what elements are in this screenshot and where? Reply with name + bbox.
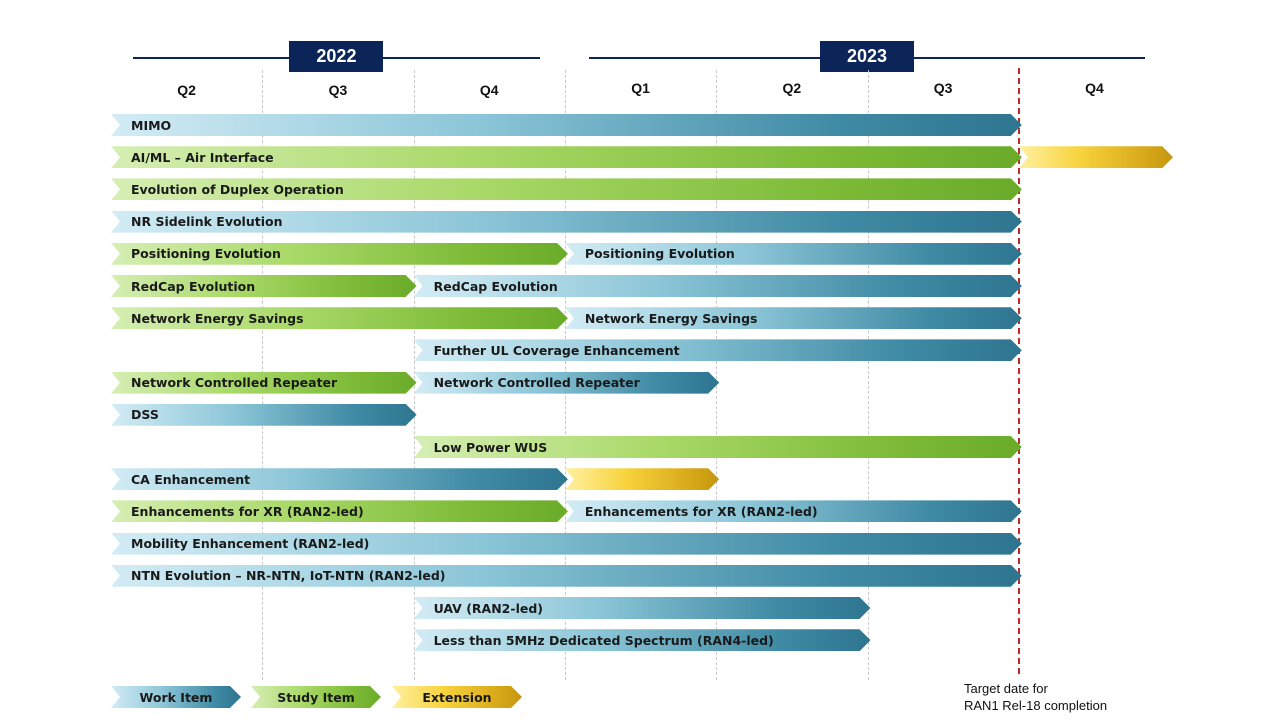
study-item-bar: Evolution of Duplex Operation <box>111 178 1022 200</box>
bar-label: Network Controlled Repeater <box>433 375 640 391</box>
bar-label: CA Enhancement <box>131 471 251 487</box>
work-item-bar: DSS <box>111 404 417 426</box>
bar-label: Further UL Coverage Enhancement <box>433 342 680 358</box>
legend-study-item-bar: Study Item <box>251 686 381 708</box>
work-item-bar: Mobility Enhancement (RAN2-led) <box>111 533 1022 555</box>
extension-bar <box>1019 146 1173 168</box>
target-date-note: Target date for RAN1 Rel-18 completion <box>964 680 1107 714</box>
study-item-bar: Network Controlled Repeater <box>111 372 417 394</box>
work-item-bar: NR Sidelink Evolution <box>111 211 1022 233</box>
study-item-bar: RedCap Evolution <box>111 275 417 297</box>
work-item-bar: RedCap Evolution <box>414 275 1022 297</box>
target-note-line-2: RAN1 Rel-18 completion <box>964 698 1108 713</box>
bar-label: RedCap Evolution <box>433 278 558 294</box>
legend-label: Extension <box>422 689 492 705</box>
work-item-bar: Less than 5MHz Dedicated Spectrum (RAN4-… <box>414 629 871 651</box>
quarter-divider <box>867 70 869 680</box>
quarter-label: Q2 <box>782 80 802 96</box>
year-label: 2023 <box>820 41 914 72</box>
work-item-bar: Further UL Coverage Enhancement <box>414 339 1022 361</box>
quarter-label: Q1 <box>631 80 650 96</box>
bar-label: Positioning Evolution <box>131 246 281 262</box>
bar-label: NTN Evolution – NR-NTN, IoT-NTN (RAN2-le… <box>131 568 446 584</box>
bar-label: MIMO <box>131 117 172 133</box>
work-item-bar: CA Enhancement <box>111 468 568 490</box>
quarter-label: Q3 <box>933 80 953 96</box>
bar-label: Enhancements for XR (RAN2-led) <box>584 503 818 519</box>
quarter-divider <box>716 70 718 680</box>
bar-label: UAV (RAN2-led) <box>433 600 543 616</box>
bar-label: Network Controlled Repeater <box>131 375 338 391</box>
quarter-label: Q4 <box>479 82 499 98</box>
bar-label: Network Energy Savings <box>584 310 758 326</box>
bar-label: Mobility Enhancement (RAN2-led) <box>131 536 370 552</box>
extension-bar <box>565 468 719 490</box>
quarter-label: Q4 <box>1085 80 1104 96</box>
quarter-divider <box>413 70 415 680</box>
bar-label: Low Power WUS <box>433 439 548 455</box>
bar-label: Network Energy Savings <box>131 310 304 326</box>
work-item-bar: Positioning Evolution <box>565 243 1022 265</box>
study-item-bar: Network Energy Savings <box>111 307 568 329</box>
legend-label: Study Item <box>277 689 355 705</box>
work-item-bar: UAV (RAN2-led) <box>414 597 871 619</box>
work-item-bar: NTN Evolution – NR-NTN, IoT-NTN (RAN2-le… <box>111 565 1022 587</box>
study-item-bar: Positioning Evolution <box>111 243 568 265</box>
legend-extension-bar: Extension <box>392 686 522 708</box>
bar-label: Evolution of Duplex Operation <box>131 181 344 197</box>
bar-label: RedCap Evolution <box>131 278 256 294</box>
work-item-bar: Network Controlled Repeater <box>414 372 720 394</box>
bar-label: NR Sidelink Evolution <box>131 214 283 230</box>
bar-label: Enhancements for XR (RAN2-led) <box>131 503 364 519</box>
quarter-label: Q3 <box>328 82 348 98</box>
legend-work-item-bar: Work Item <box>111 686 241 708</box>
work-item-bar: MIMO <box>111 114 1022 136</box>
year-label: 2022 <box>289 41 384 72</box>
target-date-line <box>1017 68 1020 674</box>
study-item-bar: Low Power WUS <box>414 436 1022 458</box>
study-item-bar: Enhancements for XR (RAN2-led) <box>111 500 568 522</box>
bar-label: AI/ML – Air Interface <box>131 149 274 165</box>
legend-label: Work Item <box>139 689 213 705</box>
bar-label: Less than 5MHz Dedicated Spectrum (RAN4-… <box>433 632 774 648</box>
bar-label: DSS <box>131 407 159 423</box>
work-item-bar: Enhancements for XR (RAN2-led) <box>565 500 1022 522</box>
work-item-bar: Network Energy Savings <box>565 307 1022 329</box>
study-item-bar: AI/ML – Air Interface <box>111 146 1022 168</box>
quarter-label: Q2 <box>177 82 196 98</box>
bar-label: Positioning Evolution <box>584 246 735 262</box>
target-note-line-1: Target date for <box>964 681 1048 696</box>
